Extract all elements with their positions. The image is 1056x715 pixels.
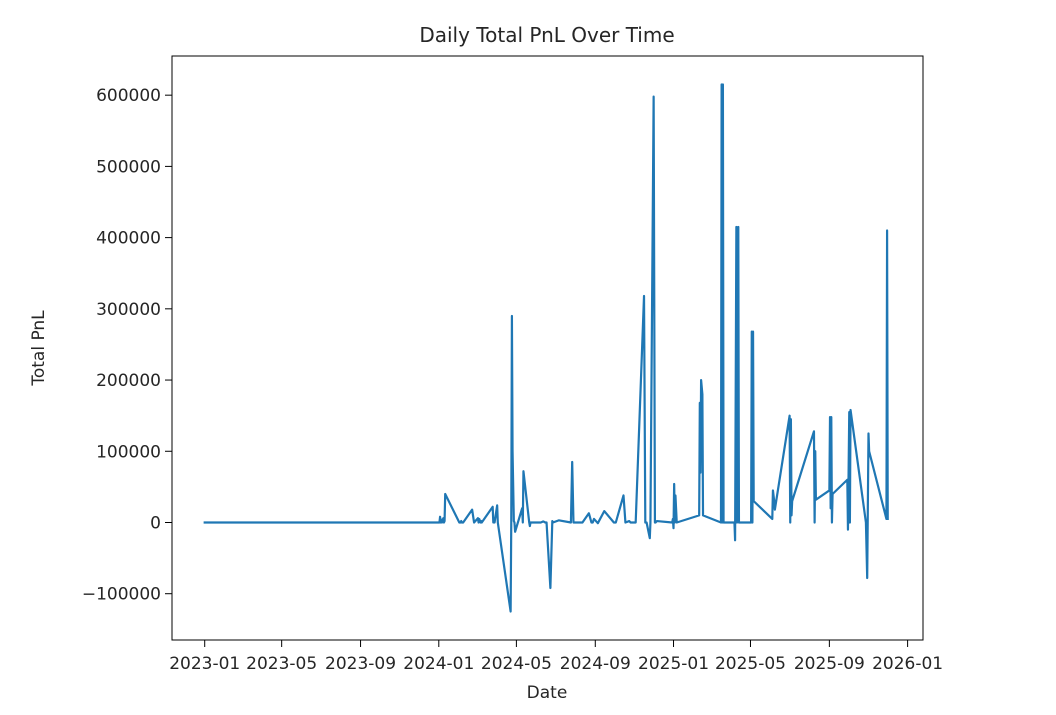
x-tick-label: 2023-01 <box>169 654 240 674</box>
y-tick-label: 600000 <box>96 86 161 106</box>
x-axis-ticks: 2023-01 2023-05 2023-09 2024-01 2024-05 2024-… <box>169 640 943 674</box>
x-tick-label: 2024-01 <box>403 654 474 674</box>
y-axis-ticks: −100000 0 100000 200000 300000 400000 500000 60… <box>82 86 172 605</box>
x-tick-label: 2026-01 <box>872 654 943 674</box>
x-tick-label: 2025-05 <box>715 654 786 674</box>
x-axis-label: Date <box>527 683 568 703</box>
y-tick-label: 200000 <box>96 371 161 391</box>
series-layer <box>203 83 889 613</box>
y-tick-label: 300000 <box>96 300 161 320</box>
y-tick-label: 400000 <box>96 229 161 249</box>
x-tick-label: 2024-05 <box>481 654 552 674</box>
x-tick-label: 2025-09 <box>794 654 865 674</box>
plot-area-frame <box>171 55 924 641</box>
x-tick-label: 2024-09 <box>560 654 631 674</box>
chart-title: Daily Total PnL Over Time <box>419 23 674 47</box>
x-tick-label: 2023-09 <box>325 654 396 674</box>
y-tick-label: 100000 <box>96 442 161 462</box>
x-tick-label: 2025-01 <box>638 654 709 674</box>
y-tick-label: 0 <box>150 513 161 533</box>
y-axis-label: Total PnL <box>29 310 49 387</box>
x-tick-label: 2023-05 <box>246 654 317 674</box>
y-tick-label: 500000 <box>96 157 161 177</box>
pnl-series-line <box>203 83 889 613</box>
y-tick-label: −100000 <box>82 585 161 605</box>
